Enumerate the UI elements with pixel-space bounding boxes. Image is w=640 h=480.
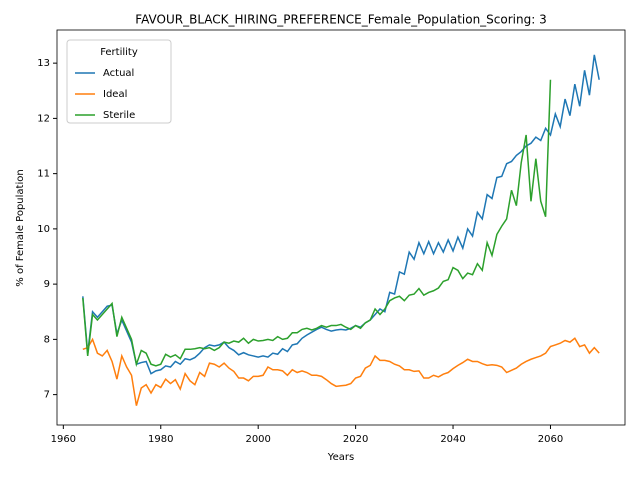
x-tick-label: 2020 — [343, 434, 368, 445]
series-line — [82, 54, 600, 375]
legend-box — [66, 39, 172, 124]
plot-frame — [56, 29, 626, 426]
y-tick-label: 9 — [44, 279, 50, 290]
y-tick-label: 10 — [37, 224, 50, 235]
chart-title: FAVOUR_BLACK_HIRING_PREFERENCE_Female_Po… — [135, 13, 546, 27]
legend-title: Fertility — [100, 47, 138, 58]
legend-label: Sterile — [103, 110, 135, 121]
y-tick-label: 7 — [44, 390, 50, 401]
y-tick-label: 12 — [37, 113, 50, 124]
x-tick-label: 2040 — [440, 434, 465, 445]
x-tick-label: 2000 — [245, 434, 270, 445]
legend-label: Ideal — [103, 89, 127, 100]
legend-label: Actual — [103, 68, 134, 79]
x-tick-label: 1960 — [51, 434, 76, 445]
y-axis-label: % of Female Population — [15, 169, 26, 286]
x-axis-label: Years — [327, 452, 354, 463]
y-tick-label: 13 — [37, 58, 50, 69]
x-tick-label: 2060 — [538, 434, 563, 445]
series-line — [82, 79, 552, 368]
x-tick-label: 1980 — [148, 434, 173, 445]
y-tick-label: 11 — [37, 169, 50, 180]
y-tick-label: 8 — [44, 334, 50, 345]
series-line — [82, 337, 600, 406]
